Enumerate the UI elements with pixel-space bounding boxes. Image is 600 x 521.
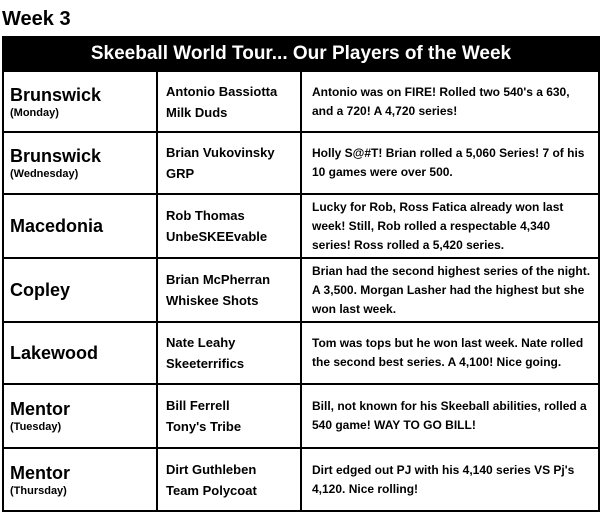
location-name: Brunswick — [10, 146, 102, 166]
team-name: Milk Duds — [166, 104, 228, 120]
location-name: Copley — [10, 280, 71, 300]
team-name: Team Polycoat — [166, 482, 257, 498]
team-name: UnbeSKEEvable — [166, 229, 268, 244]
location-cell: Brunswick (Wednesday) — [2, 131, 158, 195]
note-cell: Brian had the second highest series of t… — [300, 257, 600, 323]
location-name: Mentor — [10, 399, 70, 419]
player-cell: Bill Ferrell Tony's Tribe — [156, 383, 302, 449]
player-cell: Brian McPherran Whiskee Shots — [156, 257, 302, 323]
note-cell: Dirt edged out PJ with his 4,140 series … — [300, 447, 600, 512]
location-cell: Brunswick (Monday) — [2, 70, 158, 133]
note-cell: Bill, not known for his Skeeball abiliti… — [300, 383, 600, 449]
table-row: Brunswick (Monday) Antonio Bassiotta Milk D… — [2, 70, 600, 133]
note-cell: Tom was tops but he won last week. Nate … — [300, 321, 600, 385]
player-cell: Rob Thomas UnbeSKEEvable — [156, 193, 302, 259]
location-name: Lakewood — [10, 343, 99, 363]
table-row: Lakewood Nate Leahy Skeeterrifics Tom was t… — [2, 321, 600, 385]
location-name: Macedonia — [10, 216, 104, 236]
team-name: GRP — [166, 166, 195, 181]
table-row: Macedonia Rob Thomas UnbeSKEEvable Lucky fo… — [2, 193, 600, 259]
note-cell: Lucky for Rob, Ross Fatica already won l… — [300, 193, 600, 259]
players-of-the-week-table: Skeeball World Tour... Our Players of th… — [2, 36, 600, 512]
player-cell: Nate Leahy Skeeterrifics — [156, 321, 302, 385]
location-cell: Copley — [2, 257, 158, 323]
location-name: Brunswick — [10, 84, 102, 105]
location-cell: Macedonia — [2, 193, 158, 259]
player-name: Rob Thomas — [166, 208, 245, 223]
table-row: Copley Brian McPherran Whiskee Shots Brian … — [2, 257, 600, 323]
table-banner: Skeeball World Tour... Our Players of th… — [2, 36, 600, 72]
player-name: Brian McPherran — [166, 272, 271, 287]
table-row: Mentor (Tuesday) Bill Ferrell Tony's Tribe B… — [2, 383, 600, 449]
location-cell: Mentor (Thursday) — [2, 447, 158, 512]
location-cell: Lakewood — [2, 321, 158, 385]
player-cell: Antonio Bassiotta Milk Duds — [156, 70, 302, 133]
location-cell: Mentor (Tuesday) — [2, 383, 158, 449]
location-day: (Monday) — [10, 106, 59, 119]
player-name: Dirt Guthleben — [166, 461, 257, 477]
table-row: Brunswick (Wednesday) Brian Vukovinsky GRP H… — [2, 131, 600, 195]
player-name: Brian Vukovinsky — [166, 145, 275, 160]
location-day: (Thursday) — [10, 484, 67, 497]
team-name: Skeeterrifics — [166, 356, 245, 371]
player-cell: Dirt Guthleben Team Polycoat — [156, 447, 302, 512]
table-row: Mentor (Thursday) Dirt Guthleben Team Polyc… — [2, 447, 600, 512]
note-cell: Holly S@#T! Brian rolled a 5,060 Series!… — [300, 131, 600, 195]
location-name: Mentor — [10, 462, 70, 483]
player-name: Antonio Bassiotta — [166, 83, 278, 99]
player-cell: Brian Vukovinsky GRP — [156, 131, 302, 195]
location-day: (Wednesday) — [10, 168, 79, 180]
note-cell: Antonio was on FIRE! Rolled two 540's a … — [300, 70, 600, 133]
team-name: Whiskee Shots — [166, 293, 259, 308]
player-name: Bill Ferrell — [166, 398, 230, 413]
player-name: Nate Leahy — [166, 335, 236, 350]
location-day: (Tuesday) — [10, 421, 62, 433]
team-name: Tony's Tribe — [166, 419, 242, 434]
week-title: Week 3 — [2, 8, 71, 30]
